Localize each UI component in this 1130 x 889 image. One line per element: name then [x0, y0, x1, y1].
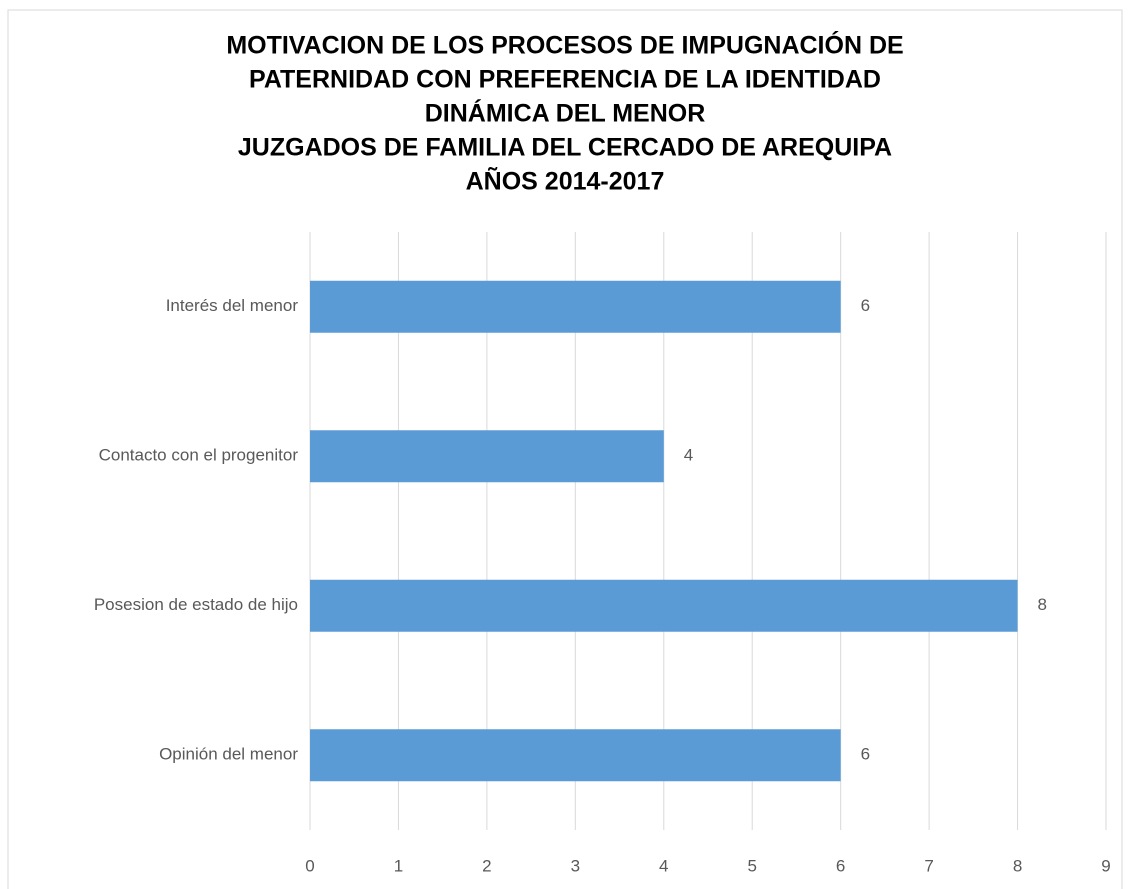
chart-title: JUZGADOS DE FAMILIA DEL CERCADO DE AREQU…	[238, 134, 892, 162]
x-tick-label: 4	[659, 856, 668, 875]
x-tick-label: 9	[1101, 856, 1110, 875]
chart-title: DINÁMICA DEL MENOR	[425, 99, 706, 128]
bar	[310, 430, 664, 483]
bar	[310, 579, 1018, 632]
data-label: 8	[1038, 595, 1047, 614]
x-tick-label: 7	[924, 856, 933, 875]
data-label: 6	[861, 296, 870, 315]
x-tick-label: 3	[571, 856, 580, 875]
x-tick-label: 5	[747, 856, 756, 875]
chart-title: MOTIVACION DE LOS PROCESOS DE IMPUGNACIÓ…	[226, 30, 903, 60]
x-tick-label: 2	[482, 856, 491, 875]
data-label: 6	[861, 745, 870, 764]
chart-title: AÑOS 2014-2017	[466, 166, 665, 196]
y-tick-label: Interés del menor	[166, 296, 299, 315]
x-tick-label: 8	[1013, 856, 1022, 875]
x-tick-label: 1	[394, 856, 403, 875]
chart-title: PATERNIDAD CON PREFERENCIA DE LA IDENTID…	[249, 66, 881, 94]
data-label: 4	[684, 446, 693, 465]
bar	[310, 280, 841, 333]
y-tick-label: Opinión del menor	[159, 745, 298, 764]
bar	[310, 729, 841, 782]
x-tick-label: 0	[305, 856, 314, 875]
y-tick-label: Posesion de estado de hijo	[94, 595, 298, 614]
x-tick-label: 6	[836, 856, 845, 875]
y-tick-label: Contacto con el progenitor	[99, 446, 299, 465]
